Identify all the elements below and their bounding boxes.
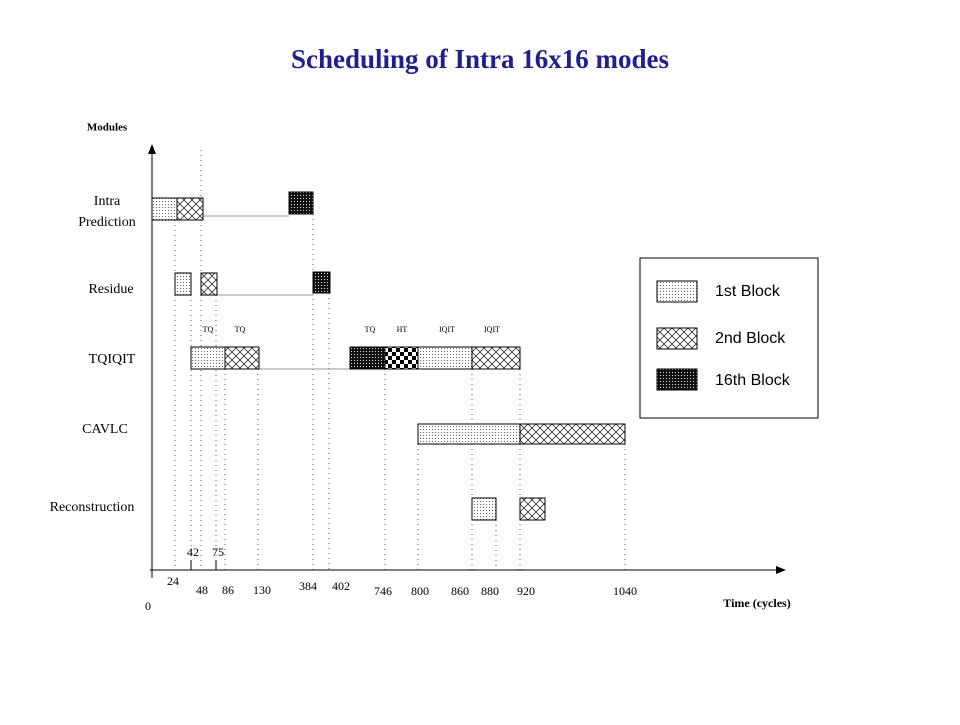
block <box>176 197 204 221</box>
legend: 1st Block 2nd Block 16th Block <box>639 257 819 419</box>
tick-label: 24 <box>167 574 179 588</box>
time-ticks: 0 24 42 75 48 86 130 384 402 746 800 860… <box>145 545 637 613</box>
tick-label: 42 <box>187 545 199 559</box>
blocks <box>151 191 626 521</box>
tick-label: 402 <box>332 579 350 593</box>
legend-swatch <box>656 327 698 350</box>
block <box>312 271 331 294</box>
tick-label: 746 <box>374 584 392 598</box>
task-label: IQIT <box>439 325 455 334</box>
block <box>224 346 260 370</box>
x-axis-title: Time (cycles) <box>723 596 790 610</box>
module-label: Reconstruction <box>50 500 135 515</box>
block <box>174 272 192 296</box>
legend-label: 2nd Block <box>715 330 786 347</box>
task-label: TQ <box>203 325 214 334</box>
tick-label: 86 <box>222 583 234 597</box>
block <box>471 346 521 370</box>
legend-swatch <box>656 368 698 391</box>
connectors <box>203 215 350 370</box>
task-label: HT <box>397 325 408 334</box>
tick-label: 920 <box>517 584 535 598</box>
module-labels: Intra Prediction Residue TQIQIT CAVLC Re… <box>50 194 136 515</box>
tick-label: 880 <box>481 584 499 598</box>
task-label: TQ <box>365 325 376 334</box>
block <box>417 346 473 370</box>
tick-label: 800 <box>411 584 429 598</box>
tick-label: 130 <box>253 583 271 597</box>
module-label: Intra <box>94 194 121 209</box>
tick-label: 1040 <box>613 584 637 598</box>
legend-swatch <box>656 280 698 303</box>
block <box>349 346 386 370</box>
tick-label: 384 <box>299 579 317 593</box>
module-label: CAVLC <box>82 422 128 437</box>
module-label: Residue <box>88 282 133 297</box>
tick-label: 860 <box>451 584 469 598</box>
block <box>417 423 521 445</box>
y-axis-title: Modules <box>87 122 128 134</box>
tick-label: 0 <box>145 599 151 613</box>
module-label: Prediction <box>78 215 136 230</box>
legend-label: 16th Block <box>715 372 791 389</box>
tick-label: 48 <box>196 583 208 597</box>
block <box>288 191 314 215</box>
block <box>384 346 419 370</box>
legend-label: 1st Block <box>715 283 781 300</box>
tick-label: 75 <box>212 545 224 559</box>
title: Scheduling of Intra 16x16 modes <box>291 44 669 74</box>
block <box>471 497 497 521</box>
block <box>190 346 226 370</box>
block <box>200 272 218 296</box>
task-label: IQIT <box>484 325 500 334</box>
block <box>519 497 546 521</box>
task-labels: TQ TQ TQ HT IQIT IQIT <box>203 325 500 334</box>
block <box>519 423 626 445</box>
task-label: TQ <box>235 325 246 334</box>
block <box>151 197 178 221</box>
module-label: TQIQIT <box>89 352 136 367</box>
